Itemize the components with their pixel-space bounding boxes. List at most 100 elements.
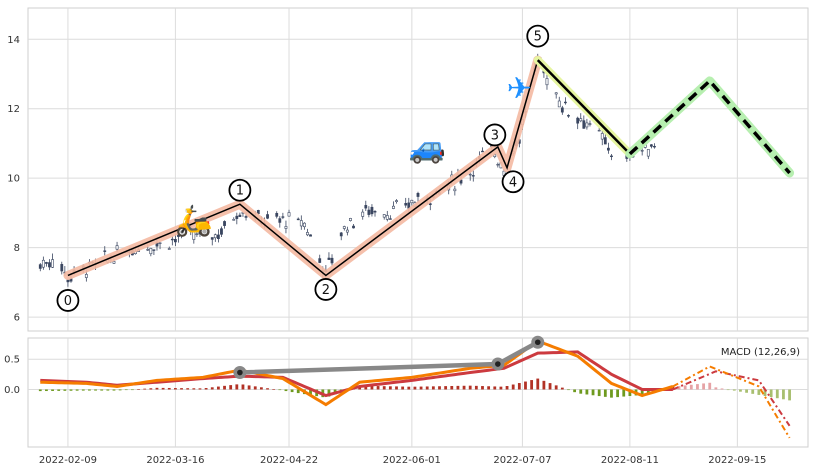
candle-body	[41, 259, 45, 268]
macd-peak-marker-dot	[495, 361, 501, 367]
wave-label-text: 0	[64, 294, 72, 309]
histogram-bar	[401, 386, 405, 390]
candle-body	[603, 137, 607, 145]
x-tick-label: 2022-04-22	[260, 455, 318, 466]
histogram-bar	[431, 386, 435, 390]
histogram-bar	[100, 389, 104, 391]
histogram-bar	[419, 386, 423, 390]
histogram-bar	[296, 389, 300, 394]
wave-label-text: 2	[322, 283, 330, 298]
histogram-bar	[167, 387, 171, 390]
y-tick-label-macd: 0.5	[4, 355, 20, 366]
candle-body	[195, 233, 199, 235]
histogram-bar	[677, 386, 681, 390]
candle-body	[287, 212, 291, 217]
histogram-bar	[45, 389, 48, 392]
candle-body	[309, 234, 312, 237]
histogram-bar	[180, 388, 183, 390]
histogram-bar	[388, 386, 392, 390]
candle-body	[388, 218, 392, 220]
histogram-bar	[75, 389, 79, 391]
histogram-bar	[38, 389, 42, 392]
histogram-bar	[769, 389, 773, 398]
histogram-bar	[567, 389, 570, 391]
histogram-bar	[560, 387, 564, 390]
candle-body	[192, 231, 196, 240]
wave-label-circle	[526, 24, 550, 48]
histogram-bar	[573, 389, 577, 393]
candle-body	[266, 214, 269, 219]
candle-body	[416, 192, 420, 197]
candle-body	[152, 249, 156, 251]
histogram-bar	[782, 389, 785, 400]
histogram-bar	[603, 389, 607, 397]
histogram-bar	[81, 389, 85, 391]
candle-body	[370, 206, 374, 215]
candle-body	[373, 211, 377, 213]
histogram-bar	[198, 388, 202, 390]
histogram-bar	[407, 386, 411, 390]
candle-body	[198, 227, 202, 235]
candle-body	[284, 226, 288, 229]
candle-body	[174, 239, 177, 243]
candle-body	[51, 259, 54, 268]
candle-body	[302, 222, 306, 228]
candle-body	[600, 133, 604, 140]
candle-body	[579, 118, 583, 122]
histogram-bar	[278, 389, 282, 391]
histogram-bar	[585, 389, 589, 395]
histogram-bar	[542, 380, 546, 390]
x-tick-label: 2022-02-09	[39, 455, 97, 466]
x-tick-label: 2022-09-15	[708, 455, 766, 466]
candle-body	[349, 218, 352, 221]
candle-body	[38, 264, 42, 269]
projection-line	[628, 78, 791, 175]
histogram-bar	[751, 389, 755, 394]
candle-body	[342, 226, 346, 229]
histogram-bar	[51, 389, 54, 391]
histogram-bar	[456, 385, 460, 390]
histogram-bar	[88, 389, 91, 391]
candle-body	[103, 250, 107, 252]
histogram-bar	[413, 386, 417, 390]
candle-body	[597, 129, 601, 132]
histogram-bar	[94, 389, 97, 391]
histogram-bar	[124, 389, 128, 391]
candle-body	[170, 238, 174, 241]
candle-body	[560, 107, 564, 113]
candle-body	[649, 144, 653, 147]
candle-body	[281, 216, 285, 218]
price-panel	[27, 7, 809, 332]
histogram-bar	[610, 389, 613, 398]
histogram-bar	[554, 385, 558, 390]
histogram-bar	[137, 389, 140, 390]
histogram-bar	[524, 381, 527, 390]
histogram-bar	[425, 386, 429, 390]
wave-line	[67, 59, 539, 277]
wave-label-circle	[56, 289, 80, 312]
candle-body	[567, 115, 570, 117]
histogram-bar	[788, 389, 791, 401]
histogram-bar	[247, 385, 251, 390]
histogram-bar	[732, 389, 736, 391]
histogram-bar	[714, 387, 718, 390]
wave-label-text: 3	[491, 128, 499, 143]
macd-panel	[27, 337, 809, 448]
macd-peak-marker-dot	[534, 339, 541, 346]
histogram-bar	[327, 389, 331, 397]
histogram-bar	[708, 382, 712, 390]
candle-body	[361, 211, 365, 217]
candle-body	[238, 214, 242, 217]
candle-body	[564, 101, 567, 104]
histogram-bar	[210, 387, 214, 390]
wave-label-text: 1	[236, 184, 244, 199]
candle-body	[610, 155, 613, 158]
candle-body	[392, 205, 395, 209]
candle-body	[554, 92, 558, 95]
histogram-bar	[591, 389, 595, 396]
candle-body	[158, 242, 162, 244]
wave-label-5: 5	[526, 24, 550, 48]
histogram-bar	[229, 385, 233, 390]
